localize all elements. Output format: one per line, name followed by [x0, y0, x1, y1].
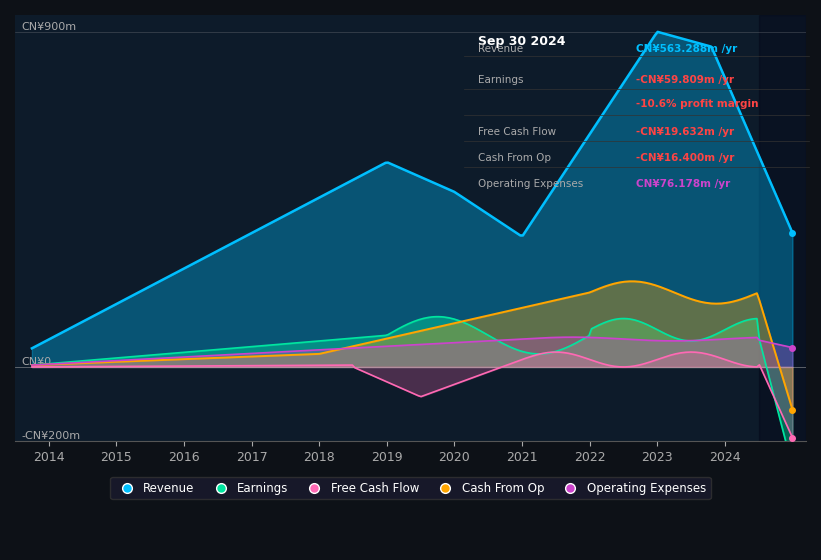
- Text: -10.6% profit margin: -10.6% profit margin: [636, 99, 759, 109]
- Text: CN¥0: CN¥0: [22, 357, 52, 367]
- Text: Revenue: Revenue: [478, 44, 523, 54]
- Text: CN¥900m: CN¥900m: [22, 22, 77, 32]
- Text: -CN¥59.809m /yr: -CN¥59.809m /yr: [636, 75, 734, 85]
- Text: Cash From Op: Cash From Op: [478, 153, 551, 163]
- Text: CN¥76.178m /yr: CN¥76.178m /yr: [636, 179, 731, 189]
- Bar: [759, 15, 806, 441]
- Text: Operating Expenses: Operating Expenses: [478, 179, 583, 189]
- Text: -CN¥16.400m /yr: -CN¥16.400m /yr: [636, 153, 735, 163]
- Text: -CN¥200m: -CN¥200m: [22, 431, 81, 441]
- Text: Earnings: Earnings: [478, 75, 523, 85]
- Legend: Revenue, Earnings, Free Cash Flow, Cash From Op, Operating Expenses: Revenue, Earnings, Free Cash Flow, Cash …: [110, 477, 711, 500]
- Text: -CN¥19.632m /yr: -CN¥19.632m /yr: [636, 127, 735, 137]
- Text: Sep 30 2024: Sep 30 2024: [478, 35, 565, 48]
- Text: CN¥563.288m /yr: CN¥563.288m /yr: [636, 44, 737, 54]
- Text: Free Cash Flow: Free Cash Flow: [478, 127, 556, 137]
